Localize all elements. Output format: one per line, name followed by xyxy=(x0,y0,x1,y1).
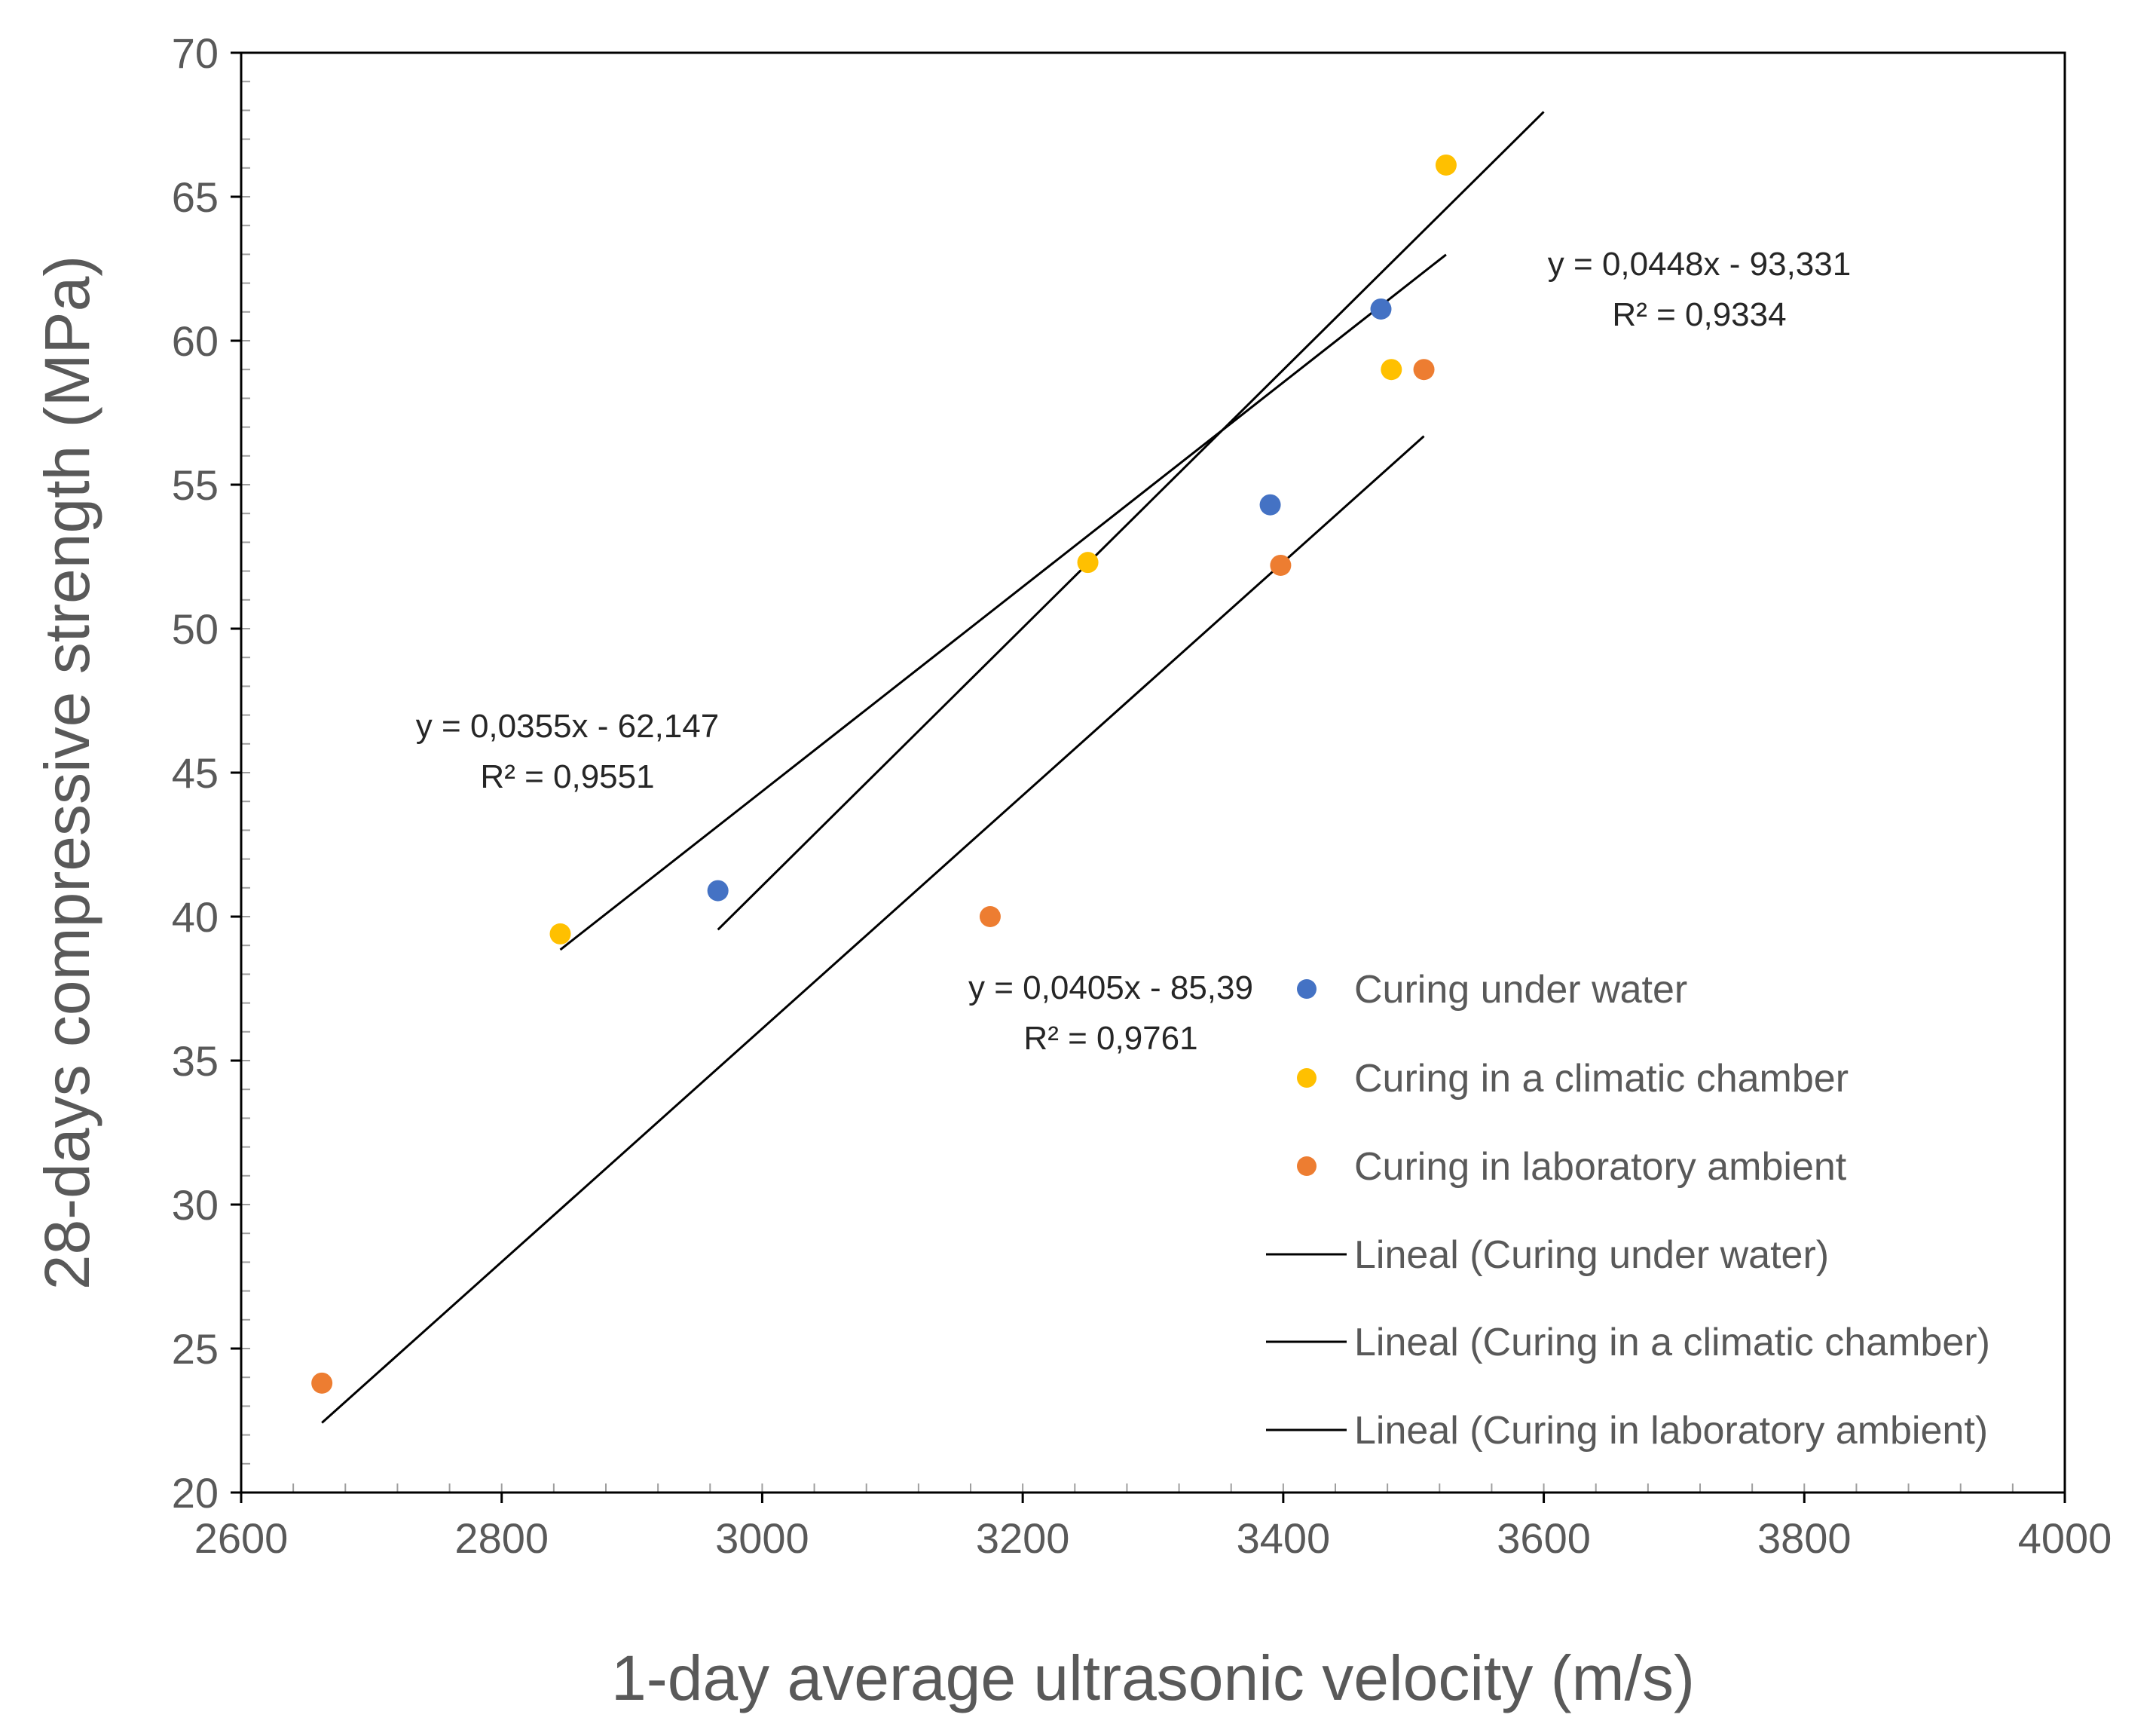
legend-item-ambient: Curing in laboratory ambient xyxy=(1297,1145,1847,1189)
point-climatic xyxy=(1435,154,1457,176)
trendlines xyxy=(321,111,1545,1424)
legend-label-climatic: Curing in a climatic chamber xyxy=(1354,1057,1849,1101)
y-axis-ticks: 20 25 30 35 40 45 50 55 60 65 70 xyxy=(172,29,241,1517)
point-climatic xyxy=(1077,552,1099,574)
x-tick-label: 4000 xyxy=(2018,1514,2112,1562)
point-ambient xyxy=(1413,359,1435,381)
trendline-climatic xyxy=(559,253,1447,951)
trendline-equation-water: y = 0,0448x - 93,331 R² = 0,9334 xyxy=(1548,246,1851,333)
point-climatic xyxy=(1381,359,1402,381)
y-axis-title: 28-days compressive strength (MPa) xyxy=(32,256,102,1291)
trendline-equation-climatic: y = 0,0355x - 62,147 R² = 0,9551 xyxy=(416,708,719,795)
y-tick-label: 60 xyxy=(172,317,219,365)
legend-item-water: Curing under water xyxy=(1297,968,1687,1012)
point-ambient xyxy=(1270,554,1292,576)
legend-marker-water xyxy=(1297,979,1317,999)
legend: Curing under water Curing in a climatic … xyxy=(1266,968,1990,1453)
legend-label-lineal-climatic: Lineal (Curing in a climatic chamber) xyxy=(1354,1321,1990,1364)
point-water xyxy=(707,880,729,902)
legend-marker-ambient xyxy=(1297,1156,1317,1176)
legend-label-lineal-ambient: Lineal (Curing in laboratory ambient) xyxy=(1354,1409,1988,1453)
x-tick-label: 2800 xyxy=(454,1514,549,1562)
x-tick-label: 3200 xyxy=(976,1514,1070,1562)
legend-label-water: Curing under water xyxy=(1354,968,1687,1012)
r2-climatic: R² = 0,9551 xyxy=(480,758,654,795)
point-water xyxy=(1259,494,1281,516)
x-tick-label: 3000 xyxy=(715,1514,809,1562)
x-tick-label: 2600 xyxy=(194,1514,289,1562)
r2-water: R² = 0,9334 xyxy=(1612,296,1786,333)
y-tick-label: 30 xyxy=(172,1181,219,1229)
point-climatic xyxy=(549,923,571,945)
equation-ambient: y = 0,0405x - 85,39 xyxy=(968,969,1253,1006)
x-axis-title: 1-day average ultrasonic velocity (m/s) xyxy=(611,1643,1695,1713)
x-tick-label: 3400 xyxy=(1237,1514,1331,1562)
y-tick-label: 70 xyxy=(172,29,219,77)
legend-marker-climatic xyxy=(1297,1068,1317,1088)
y-tick-label: 25 xyxy=(172,1325,219,1373)
y-tick-label: 20 xyxy=(172,1469,219,1517)
y-tick-label: 65 xyxy=(172,173,219,221)
y-tick-label: 55 xyxy=(172,461,219,509)
legend-item-lineal-water: Lineal (Curing under water) xyxy=(1266,1233,1829,1277)
x-axis-ticks: 2600 2800 3000 3200 3400 3600 3800 4000 xyxy=(194,1493,2112,1562)
y-tick-label: 40 xyxy=(172,893,219,941)
x-tick-label: 3600 xyxy=(1497,1514,1591,1562)
equation-climatic: y = 0,0355x - 62,147 xyxy=(416,708,719,745)
point-ambient xyxy=(311,1372,333,1394)
x-tick-label: 3800 xyxy=(1757,1514,1852,1562)
point-ambient xyxy=(979,906,1001,927)
point-water xyxy=(1370,298,1392,320)
legend-item-lineal-ambient: Lineal (Curing in laboratory ambient) xyxy=(1266,1409,1988,1453)
legend-item-climatic: Curing in a climatic chamber xyxy=(1297,1057,1849,1101)
trendline-ambient xyxy=(321,435,1425,1424)
y-tick-label: 35 xyxy=(172,1037,219,1085)
y-tick-label: 45 xyxy=(172,749,219,797)
trendline-equation-ambient: y = 0,0405x - 85,39 R² = 0,9761 xyxy=(968,969,1253,1057)
minor-ticks xyxy=(241,81,2014,1493)
legend-label-ambient: Curing in laboratory ambient xyxy=(1354,1145,1847,1189)
y-tick-label: 50 xyxy=(172,605,219,653)
trendline-water xyxy=(717,111,1545,931)
data-points xyxy=(311,154,1457,1394)
legend-label-lineal-water: Lineal (Curing under water) xyxy=(1354,1233,1829,1277)
legend-item-lineal-climatic: Lineal (Curing in a climatic chamber) xyxy=(1266,1321,1990,1364)
equation-water: y = 0,0448x - 93,331 xyxy=(1548,246,1851,283)
r2-ambient: R² = 0,9761 xyxy=(1023,1020,1197,1057)
